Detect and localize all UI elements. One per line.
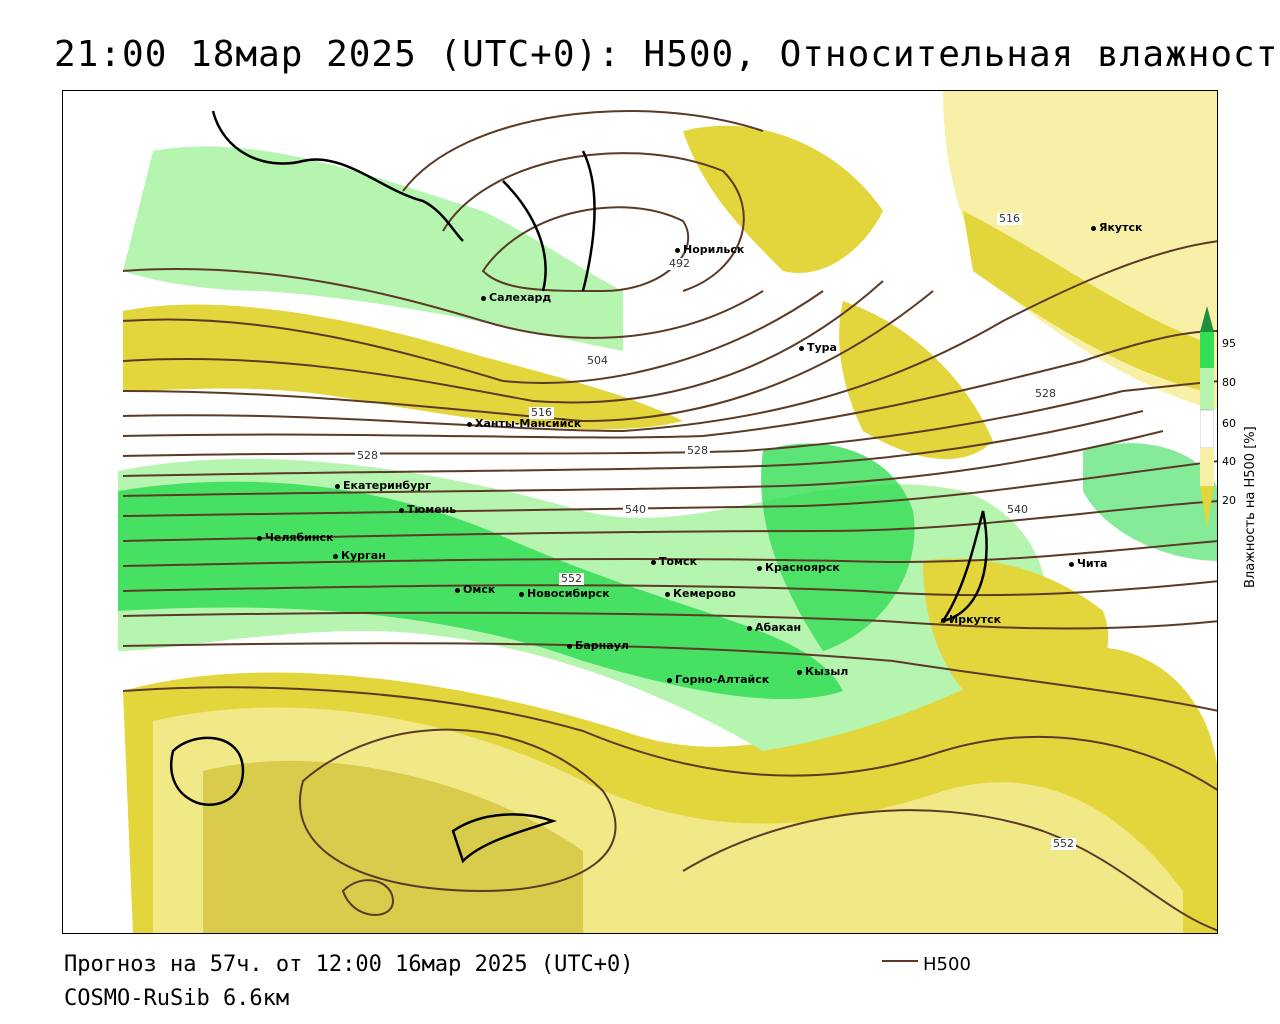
city-gorno-altaysk: Горно-Алтайск — [667, 673, 769, 686]
city-novosibirsk: Новосибирск — [519, 587, 610, 600]
isoline-label: 528 — [355, 449, 380, 462]
city-yakutsk: Якутск — [1091, 221, 1142, 234]
city-irkutsk: Иркутск — [941, 613, 1001, 626]
map-area: 492 504 516 516 528 528 528 540 540 552 … — [62, 90, 1218, 934]
colorbar-tick: 60 — [1222, 417, 1236, 430]
isoline-label: 504 — [585, 354, 610, 367]
city-tura: Тура — [799, 341, 837, 354]
legend-label: H500 — [923, 954, 971, 975]
isoline-label: 492 — [667, 257, 692, 270]
city-salekhard: Салехард — [481, 291, 551, 304]
city-kurgan: Курган — [333, 549, 386, 562]
legend-line-swatch — [882, 960, 918, 962]
isoline-label: 528 — [1033, 387, 1058, 400]
city-chita: Чита — [1069, 557, 1107, 570]
forecast-info: Прогноз на 57ч. от 12:00 16мар 2025 (UTC… — [64, 952, 634, 977]
city-krasnoyarsk: Красноярск — [757, 561, 840, 574]
humidity-map — [63, 91, 1217, 933]
city-chelyabinsk: Челябинск — [257, 531, 333, 544]
colorbar-tick: 80 — [1222, 376, 1236, 389]
isoline-label: 552 — [1051, 837, 1076, 850]
city-abakan: Абакан — [747, 621, 801, 634]
isoline-label: 528 — [685, 444, 710, 457]
city-tomsk: Томск — [651, 555, 697, 568]
colorbar-title: Влажность на H500 [%] — [1243, 426, 1258, 588]
isoline-label: 552 — [559, 572, 584, 585]
colorbar-tick: 95 — [1222, 337, 1236, 350]
model-name: COSMO-RuSib 6.6км — [64, 986, 290, 1011]
city-ekaterinburg: Екатеринбург — [335, 479, 431, 492]
city-kemerovo: Кемерово — [665, 587, 736, 600]
city-norilsk: Норильск — [675, 243, 744, 256]
map-title: 21:00 18мар 2025 (UTC+0): H500, Относите… — [54, 34, 1280, 75]
city-khanty-mansiysk: Ханты-Мансийск — [467, 417, 581, 430]
isoline-label: 540 — [623, 503, 648, 516]
city-barnaul: Барнаул — [567, 639, 629, 652]
colorbar — [1200, 306, 1214, 528]
isoline-label: 540 — [1005, 503, 1030, 516]
isoline-label: 516 — [997, 212, 1022, 225]
colorbar-tick: 20 — [1222, 494, 1236, 507]
city-kyzyl: Кызыл — [797, 665, 848, 678]
city-tyumen: Тюмень — [399, 503, 456, 516]
isoline-label: 516 — [529, 406, 554, 419]
city-omsk: Омск — [455, 583, 495, 596]
colorbar-tick: 40 — [1222, 455, 1236, 468]
